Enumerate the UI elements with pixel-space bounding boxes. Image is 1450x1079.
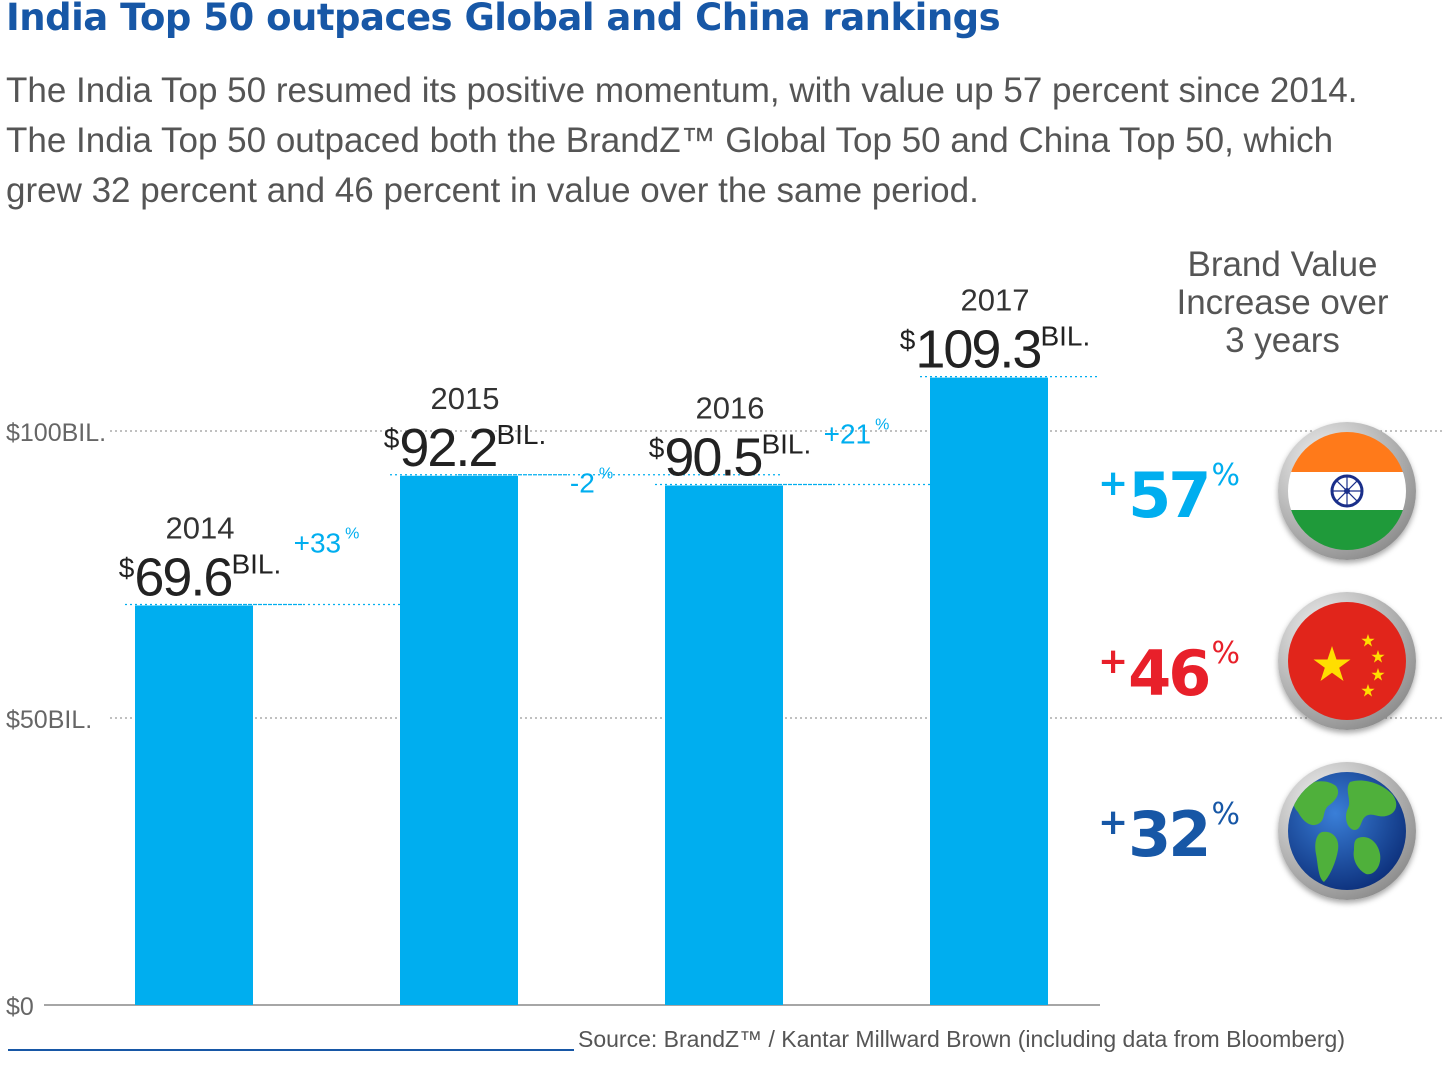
data-label: $69.6BIL. — [119, 547, 282, 607]
chart-subtitle: The India Top 50 resumed its positive mo… — [6, 71, 1358, 210]
comparison-heading-line: 3 years — [1225, 321, 1340, 360]
source-note: Source: BrandZ™ / Kantar Millward Brown … — [578, 1026, 1345, 1052]
y-tick-label: $50BIL. — [6, 706, 92, 734]
data-label-unit: BIL. — [496, 419, 546, 450]
china-increase-value: 46 — [1128, 637, 1211, 710]
change-unit: % — [345, 526, 359, 543]
x-tick-label: 2015 — [431, 381, 500, 416]
global-increase: +32% — [1098, 797, 1268, 871]
change-label: +21% — [824, 417, 890, 450]
data-label-prefix: $ — [119, 552, 135, 583]
comparison-heading: Brand Value Increase over 3 years — [1140, 246, 1425, 360]
x-tick-label: 2017 — [961, 283, 1030, 318]
data-label-unit: BIL. — [1040, 321, 1090, 352]
china-increase-sign: + — [1098, 641, 1129, 682]
source-divider — [8, 1049, 574, 1051]
data-label-unit: BIL. — [231, 548, 281, 579]
india-increase: +57% — [1098, 458, 1268, 532]
china-flag-icon — [1278, 592, 1416, 730]
global-increase-unit: % — [1211, 797, 1240, 832]
data-label-value: 69.6 — [134, 547, 231, 607]
change-value: +21 — [824, 419, 872, 450]
data-label-value: 92.2 — [399, 418, 496, 478]
india-increase-unit: % — [1211, 458, 1240, 493]
data-label-value: 90.5 — [664, 428, 761, 488]
comparison-heading-line: Increase over — [1176, 283, 1389, 322]
x-tick-label: 2016 — [696, 391, 765, 426]
change-value: +33 — [294, 528, 342, 559]
change-unit: % — [599, 466, 613, 483]
chart-title: India Top 50 outpaces Global and China r… — [6, 0, 1001, 39]
data-label-prefix: $ — [900, 325, 916, 356]
bar — [930, 377, 1048, 1005]
india-flag-icon — [1278, 422, 1416, 560]
india-increase-sign: + — [1098, 463, 1129, 504]
data-label-unit: BIL. — [761, 429, 811, 460]
x-tick-label: 2014 — [166, 510, 235, 545]
change-label: -2% — [570, 466, 613, 499]
change-label: +33% — [294, 526, 360, 559]
change-value: -2 — [570, 468, 595, 499]
data-label-value: 109.3 — [915, 320, 1040, 380]
india-increase-value: 57 — [1128, 459, 1211, 532]
bar — [665, 485, 783, 1005]
data-label-prefix: $ — [649, 433, 665, 464]
y-tick-label: $100BIL. — [6, 419, 106, 447]
global-increase-sign: + — [1098, 802, 1129, 843]
china-increase: +46% — [1098, 636, 1268, 710]
change-unit: % — [875, 417, 889, 434]
y-tick-label: $0 — [6, 993, 34, 1021]
global-increase-value: 32 — [1128, 798, 1211, 871]
bar — [135, 605, 253, 1005]
comparison-heading-line: Brand Value — [1187, 245, 1378, 284]
globe-icon — [1278, 762, 1416, 900]
bar — [400, 475, 518, 1006]
data-label: $109.3BIL. — [900, 320, 1091, 380]
data-label: $90.5BIL. — [649, 428, 812, 488]
data-label: $92.2BIL. — [384, 418, 547, 478]
china-increase-unit: % — [1211, 636, 1240, 671]
data-label-prefix: $ — [384, 423, 400, 454]
